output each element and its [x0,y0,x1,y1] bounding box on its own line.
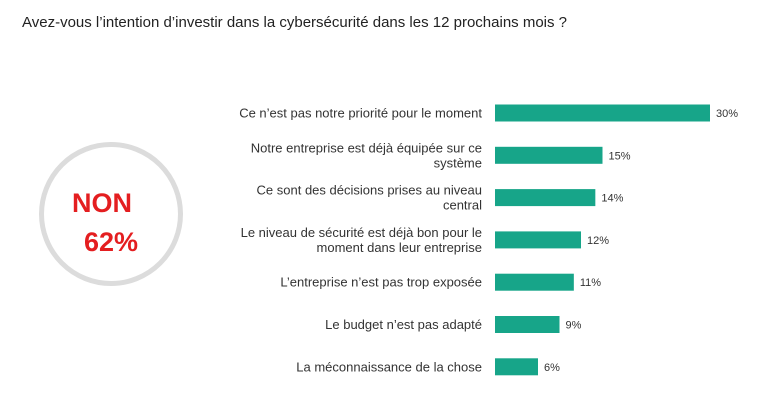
highlight-label: NON [72,188,132,218]
category-label-line: Le budget n’est pas adapté [325,317,482,332]
highlight-value: 62% [84,227,139,257]
value-label-1: 30% [716,108,738,120]
chart-title: Avez-vous l’intention d’investir dans la… [22,14,568,31]
bar-7 [495,358,538,376]
bar-3 [495,189,596,207]
category-label-line: système [434,155,482,170]
category-label-5: L’entreprise n’est pas trop exposée [280,275,482,290]
category-label-4: Le niveau de sécurité est déjà bon pour … [241,225,482,255]
category-label-2: Notre entreprise est déjà équipée sur ce… [251,140,482,170]
highlight-ring [39,142,183,286]
category-label-line: moment dans leur entreprise [317,240,482,255]
bar-1 [495,104,710,122]
bar-6 [495,316,560,333]
value-label-4: 12% [587,235,609,247]
category-label-1: Ce n’est pas notre priorité pour le mome… [239,106,482,121]
category-label-line: central [443,198,482,213]
value-label-2: 15% [609,150,631,162]
category-label-line: Le niveau de sécurité est déjà bon pour … [241,225,482,240]
category-label-7: La méconnaissance de la chose [296,359,482,374]
category-label-line: Ce sont des décisions prises au niveau [257,183,482,198]
bar-5 [495,273,574,291]
bar-2 [495,146,603,164]
bar-4 [495,231,581,249]
value-label-5: 11% [580,277,601,289]
category-label-line: Notre entreprise est déjà équipée sur ce [251,140,482,155]
value-label-6: 9% [566,320,582,332]
category-label-line: L’entreprise n’est pas trop exposée [280,275,482,290]
category-label-line: Ce n’est pas notre priorité pour le mome… [239,106,482,121]
category-label-3: Ce sont des décisions prises au niveau ce… [257,183,483,213]
category-label-line: La méconnaissance de la chose [296,359,482,374]
value-label-3: 14% [601,193,623,205]
value-label-7: 6% [544,362,560,374]
category-label-6: Le budget n’est pas adapté [325,317,482,332]
